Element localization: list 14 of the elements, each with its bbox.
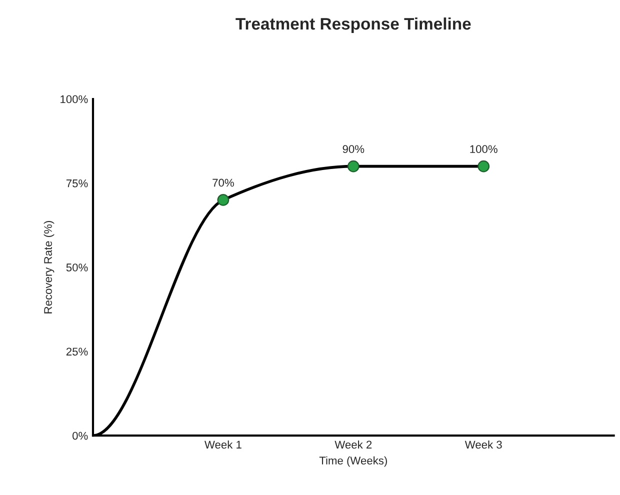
y-tick-label: 50% bbox=[66, 264, 88, 272]
y-tick-label: 25% bbox=[66, 348, 88, 356]
y-axis-title: Recovery Rate (%) bbox=[44, 221, 54, 314]
x-tick-label: Week 1 bbox=[204, 440, 242, 449]
y-tick-label: 0% bbox=[72, 432, 88, 440]
annotation: 100% bbox=[470, 145, 498, 154]
y-tick-label: 100% bbox=[60, 95, 88, 104]
x-tick-label: Week 2 bbox=[334, 440, 372, 449]
annotation: 70% bbox=[212, 178, 234, 187]
x-tick-label: Week 3 bbox=[464, 440, 502, 449]
annotation: 90% bbox=[342, 145, 364, 154]
chart-title: Treatment Response Timeline bbox=[236, 17, 471, 34]
y-tick-label: 75% bbox=[66, 179, 88, 188]
x-axis-title: Time (Weeks) bbox=[319, 456, 387, 467]
